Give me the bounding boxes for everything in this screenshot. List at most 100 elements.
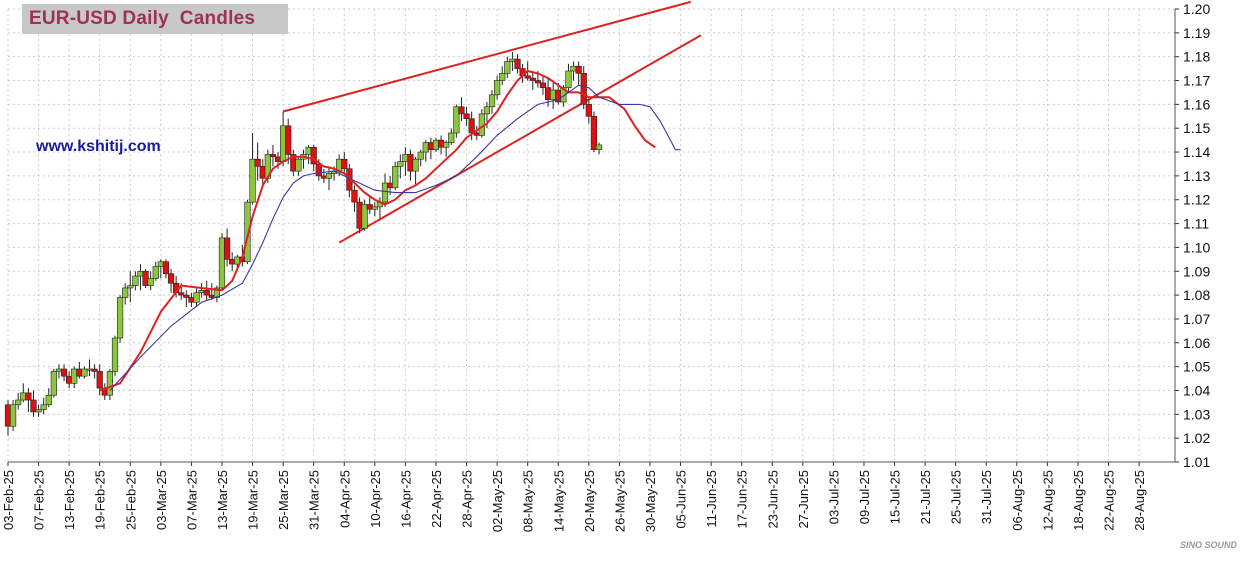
candle-body xyxy=(504,61,511,74)
candle-body xyxy=(453,106,460,134)
candle-body xyxy=(412,158,419,172)
x-tick-label: 03-Jul-25 xyxy=(826,470,841,524)
x-tick-label: 30-May-25 xyxy=(643,470,658,532)
candle-body xyxy=(244,201,251,263)
y-tick-label: 1.13 xyxy=(1183,168,1210,184)
candle-body xyxy=(55,368,63,372)
x-tick-label: 19-Mar-25 xyxy=(246,470,261,530)
x-tick-label: 28-Aug-25 xyxy=(1132,470,1147,531)
candle-body xyxy=(570,65,577,72)
candle-body xyxy=(494,80,501,96)
x-tick-label: 19-Feb-25 xyxy=(93,470,108,530)
x-tick-label: 13-Mar-25 xyxy=(215,470,230,530)
y-tick-label: 1.20 xyxy=(1183,1,1210,17)
y-tick-label: 1.15 xyxy=(1183,120,1210,136)
candle-body xyxy=(417,151,424,160)
x-tick-label: 03-Feb-25 xyxy=(1,470,16,530)
candle-body xyxy=(585,104,592,117)
candle-body xyxy=(188,297,195,303)
x-tick-label: 15-Jul-25 xyxy=(888,470,903,524)
grid xyxy=(7,8,1175,463)
candle-body xyxy=(223,237,231,260)
y-tick-label: 1.11 xyxy=(1183,216,1209,232)
y-tick-label: 1.04 xyxy=(1183,382,1210,398)
y-tick-label: 1.19 xyxy=(1183,25,1210,41)
x-tick-label: 04-Apr-25 xyxy=(337,470,352,528)
candle-body xyxy=(137,270,144,277)
candle-body xyxy=(45,394,52,406)
x-tick-label: 02-May-25 xyxy=(490,470,505,532)
x-tick-label: 17-Jun-25 xyxy=(735,470,750,529)
candle-body xyxy=(550,89,557,100)
candle-body xyxy=(437,139,445,148)
x-tick-label: 23-Jun-25 xyxy=(765,470,780,529)
candle-body xyxy=(127,285,134,289)
candle-body xyxy=(218,237,226,289)
candle-body xyxy=(213,287,220,298)
candle-body xyxy=(539,82,547,88)
candle-body xyxy=(524,75,531,79)
candle-body xyxy=(249,158,256,203)
candle-body xyxy=(381,182,389,203)
candle-body xyxy=(366,204,373,210)
y-tick-label: 1.06 xyxy=(1183,335,1210,351)
x-tick-label: 25-Mar-25 xyxy=(276,470,291,530)
x-tick-label: 25-Jul-25 xyxy=(949,470,964,524)
x-tick-label: 11-Jun-25 xyxy=(704,470,719,528)
candle-body xyxy=(341,158,348,170)
candle-body xyxy=(463,113,470,119)
candle-body xyxy=(509,58,516,62)
x-tick-label: 22-Aug-25 xyxy=(1102,470,1117,531)
candle-body xyxy=(259,166,266,179)
candle-body xyxy=(402,154,409,162)
candle-body xyxy=(157,261,164,267)
x-tick-label: 28-Apr-25 xyxy=(460,470,475,528)
candle-body xyxy=(407,154,414,172)
candle-body xyxy=(50,371,57,396)
candle-body xyxy=(254,158,261,167)
candle-body xyxy=(320,175,327,179)
candle-body xyxy=(499,73,506,81)
candle-body xyxy=(183,294,190,298)
y-tick-label: 1.05 xyxy=(1183,359,1210,375)
x-tick-label: 20-May-25 xyxy=(582,470,597,532)
x-tick-label: 31-Mar-25 xyxy=(307,470,322,530)
candle-body xyxy=(269,154,277,158)
candle-body xyxy=(356,201,363,229)
x-tick-label: 13-Feb-25 xyxy=(62,470,77,530)
candle-body xyxy=(60,368,68,377)
candle-body xyxy=(280,125,287,162)
x-tick-label: 03-Mar-25 xyxy=(154,470,169,530)
y-tick-label: 1.10 xyxy=(1183,239,1210,255)
candle-body xyxy=(285,125,292,155)
candle-body xyxy=(432,139,440,150)
title-box xyxy=(22,4,288,34)
candle-body xyxy=(305,146,312,155)
y-tick-label: 1.17 xyxy=(1183,73,1210,89)
candle-body xyxy=(198,290,205,294)
x-tick-label: 07-Feb-25 xyxy=(32,470,47,530)
y-tick-label: 1.16 xyxy=(1183,96,1210,112)
candle-body xyxy=(443,142,450,148)
y-tick-label: 1.03 xyxy=(1183,406,1210,422)
x-tick-label: 10-Apr-25 xyxy=(368,470,383,528)
candle-body xyxy=(468,118,475,134)
trendline xyxy=(282,0,691,113)
moving-averages xyxy=(99,69,681,392)
candle-body xyxy=(361,204,368,229)
x-tick-label: 06-Aug-25 xyxy=(1010,470,1025,531)
y-tick-label: 1.02 xyxy=(1183,430,1210,446)
candle-body xyxy=(488,94,496,108)
trendlines xyxy=(282,0,702,244)
candle-body xyxy=(167,273,175,284)
candle-body xyxy=(66,375,73,384)
candle-body xyxy=(20,392,27,401)
candle-body xyxy=(178,292,185,296)
candle-body xyxy=(315,163,322,177)
candle-body xyxy=(91,368,98,372)
x-tick-label: 31-Jul-25 xyxy=(979,470,994,524)
watermark-logo: SINO SOUND xyxy=(1180,540,1238,550)
candle-body xyxy=(152,266,159,279)
x-tick-label: 08-May-25 xyxy=(521,470,536,532)
